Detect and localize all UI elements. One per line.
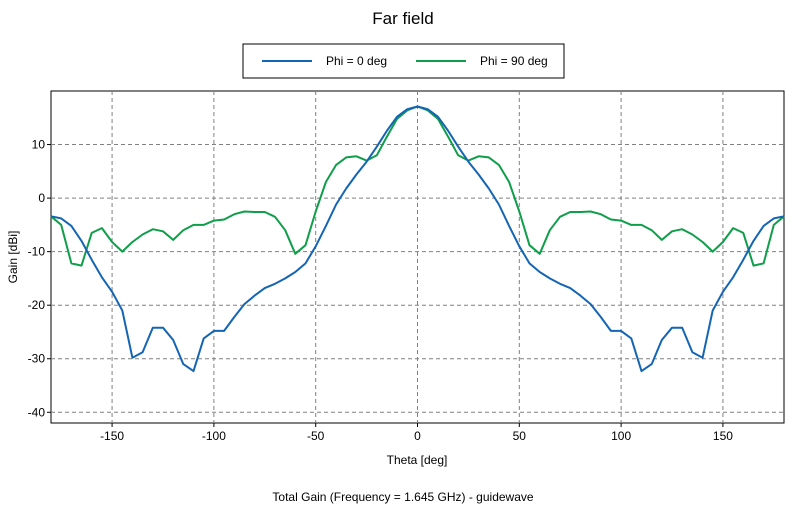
y-tick-label: -20 (28, 298, 46, 312)
grid (51, 91, 784, 423)
legend-label-phi-90: Phi = 90 deg (480, 54, 548, 68)
series (50, 105, 785, 373)
x-tick-label: -150 (100, 429, 124, 443)
x-axis-label: Theta [deg] (387, 453, 448, 467)
y-tick-label: -30 (28, 352, 46, 366)
y-tick-label: -40 (28, 405, 46, 419)
legend: Phi = 0 deg Phi = 90 deg (242, 43, 565, 79)
x-tick-label: -100 (202, 429, 226, 443)
y-tick-label: -10 (28, 245, 46, 259)
series-line-phi-0 (50, 105, 785, 373)
y-tick-label: 10 (32, 138, 46, 152)
x-tick-label: 100 (611, 429, 631, 443)
y-tick-label: 0 (38, 191, 45, 205)
x-tick-label: 150 (713, 429, 733, 443)
y-axis-label: Gain [dBi] (6, 231, 20, 284)
x-tick-label: 50 (513, 429, 527, 443)
x-tick-label: 0 (414, 429, 421, 443)
legend-label-phi-0: Phi = 0 deg (326, 54, 387, 68)
x-tick-label: -50 (307, 429, 325, 443)
chart-title: Far field (372, 9, 433, 28)
chart-footer: Total Gain (Frequency = 1.645 GHz) - gui… (272, 490, 533, 504)
